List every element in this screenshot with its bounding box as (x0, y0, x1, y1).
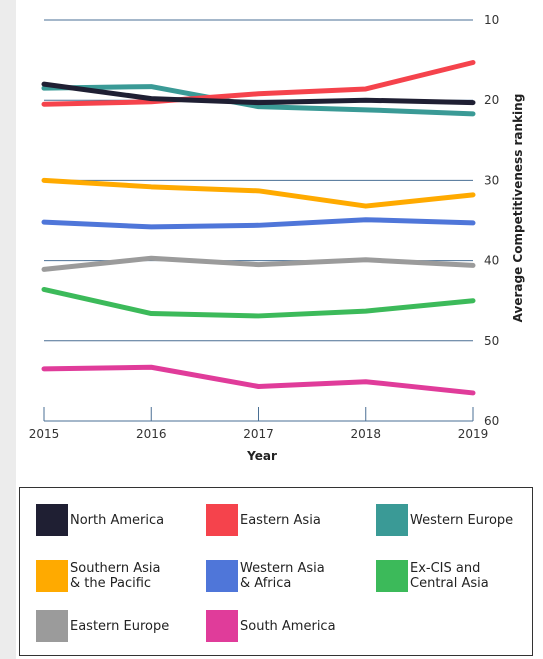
y-tick-label: 30 (484, 173, 499, 187)
x-tick-label: 2015 (29, 427, 60, 441)
legend-label: Eastern Asia (240, 512, 321, 528)
series-line-north-america (41, 81, 476, 106)
legend-item: Southern Asia & the Pacific (36, 560, 161, 592)
legend-swatch (376, 560, 408, 592)
y-tick-label: 60 (484, 414, 499, 428)
x-tick-label: 2019 (458, 427, 489, 441)
x-tick-label: 2016 (136, 427, 167, 441)
line-chart: 10 20 30 40 50 60 2015 2016 2017 2018 2019 Year Av… (29, 13, 525, 463)
legend-label: North America (70, 512, 165, 528)
legend-label: Southern Asia & the Pacific (70, 561, 161, 591)
y-tick-label: 10 (484, 13, 499, 27)
legend-label: Eastern Europe (70, 618, 170, 634)
y-axis-title: Average Competitiveness ranking (511, 94, 525, 323)
series-line-eastern-asia (41, 60, 476, 107)
series-line-southern-asia-the-pacific (41, 177, 476, 209)
x-tick-label: 2018 (350, 427, 381, 441)
legend-swatch (36, 504, 68, 536)
legend-swatch (206, 504, 238, 536)
legend-item: North America (36, 504, 164, 536)
legend-swatch (36, 610, 68, 642)
chart-legend: North America Eastern Asia Western Europe S… (19, 487, 533, 656)
legend-item: Western Asia & Africa (206, 560, 325, 592)
legend-item: Eastern Asia (206, 504, 321, 536)
legend-item: South America (206, 610, 336, 642)
legend-swatch (36, 560, 68, 592)
legend-item: Western Europe (376, 504, 513, 536)
y-tick-label: 40 (484, 254, 499, 268)
legend-swatch (206, 610, 238, 642)
series-line-ex-cis-and-central-asia (41, 286, 476, 319)
legend-label: Ex-CIS and Central Asia (410, 561, 489, 591)
axis-ticks: 10 20 30 40 50 60 2015 2016 2017 2018 2019 (29, 13, 500, 441)
legend-label: South America (240, 618, 336, 634)
legend-swatch (376, 504, 408, 536)
legend-label: Western Europe (410, 512, 514, 528)
series-line-western-asia-africa (41, 217, 476, 230)
series-lines (41, 60, 476, 396)
x-tick-label: 2017 (243, 427, 274, 441)
series-line-eastern-europe (41, 255, 476, 272)
series-line-south-america (41, 364, 476, 396)
legend-item: Ex-CIS and Central Asia (376, 560, 489, 592)
legend-item: Eastern Europe (36, 610, 169, 642)
legend-swatch (206, 560, 238, 592)
y-tick-label: 50 (484, 334, 499, 348)
y-tick-label: 20 (484, 93, 499, 107)
x-axis-title: Year (246, 449, 277, 463)
legend-label: Western Asia & Africa (240, 561, 325, 591)
series-line-western-europe (41, 84, 476, 117)
